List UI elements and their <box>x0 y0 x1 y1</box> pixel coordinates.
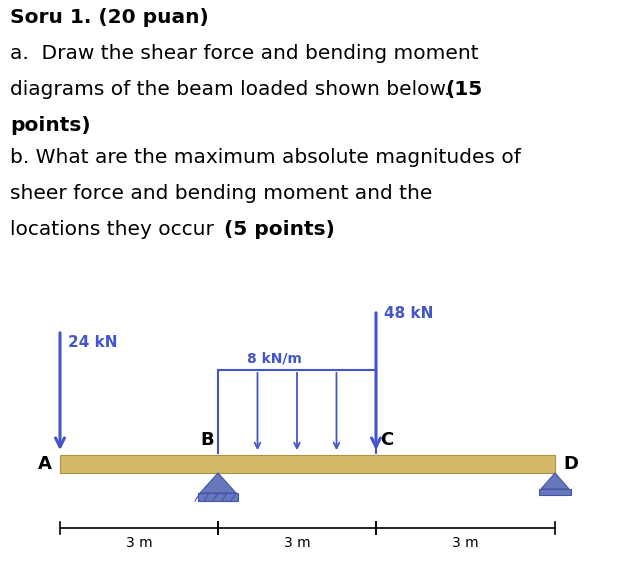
Text: 8 kN/m: 8 kN/m <box>247 352 302 366</box>
Text: B: B <box>200 431 214 449</box>
Text: points): points) <box>10 116 91 135</box>
Text: 24 kN: 24 kN <box>68 335 118 350</box>
Text: 48 kN: 48 kN <box>384 306 434 321</box>
Text: (5 points): (5 points) <box>224 220 335 239</box>
Text: diagrams of the beam loaded shown below.: diagrams of the beam loaded shown below. <box>10 80 457 99</box>
Text: Soru 1. (20 puan): Soru 1. (20 puan) <box>10 8 209 27</box>
Text: b. What are the maximum absolute magnitudes of: b. What are the maximum absolute magnitu… <box>10 148 521 167</box>
Bar <box>198 493 238 501</box>
Text: A: A <box>38 455 52 473</box>
Polygon shape <box>200 473 236 493</box>
Text: 3 m: 3 m <box>452 536 479 550</box>
Text: sheer force and bending moment and the: sheer force and bending moment and the <box>10 184 432 203</box>
Text: (15: (15 <box>445 80 482 99</box>
Text: locations they occur: locations they occur <box>10 220 220 239</box>
Text: a.  Draw the shear force and bending moment: a. Draw the shear force and bending mome… <box>10 44 478 63</box>
Text: 3 m: 3 m <box>284 536 310 550</box>
Polygon shape <box>541 473 569 489</box>
Text: C: C <box>380 431 393 449</box>
Bar <box>539 489 571 495</box>
FancyBboxPatch shape <box>60 455 555 473</box>
Text: 3 m: 3 m <box>126 536 152 550</box>
Text: D: D <box>563 455 578 473</box>
